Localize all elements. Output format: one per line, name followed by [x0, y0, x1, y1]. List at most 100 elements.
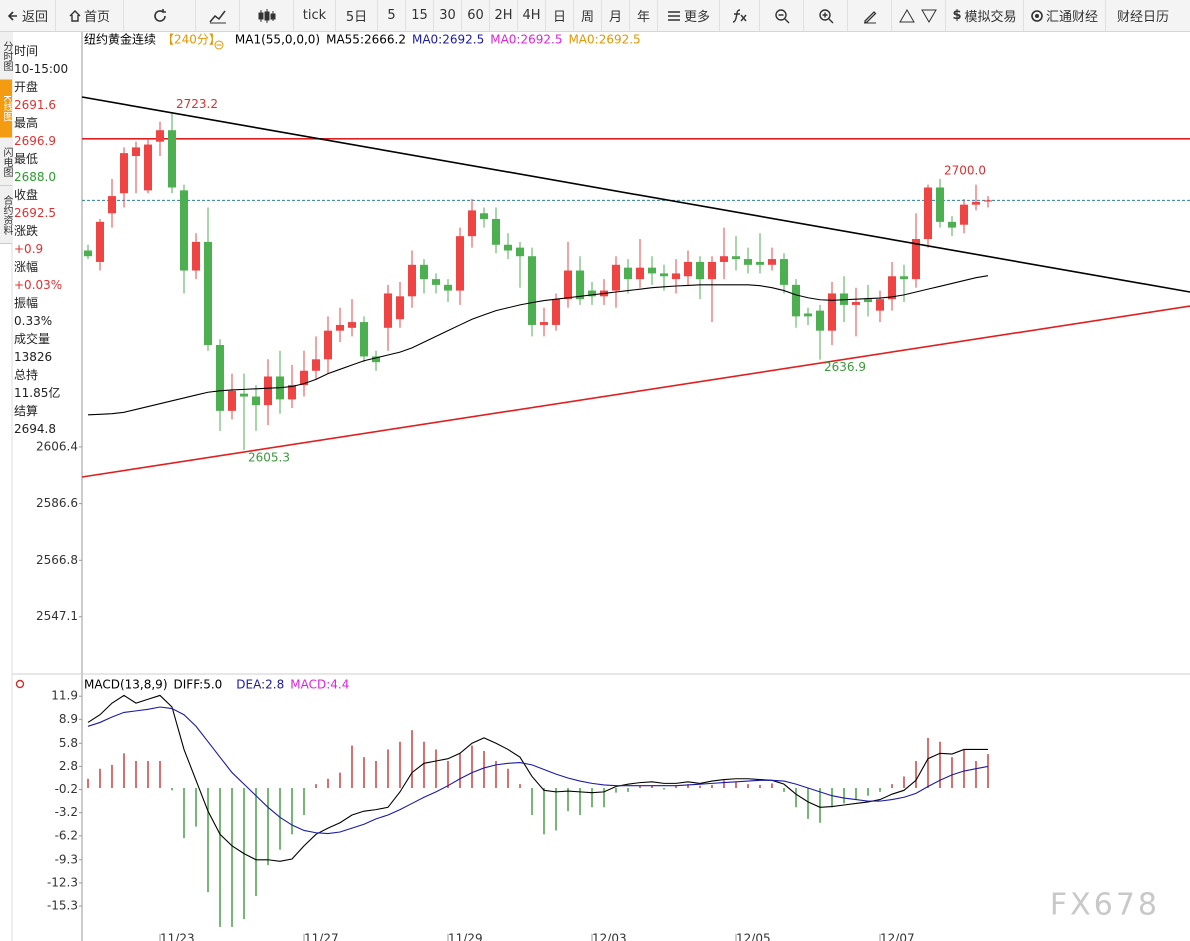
price-annotation: 2636.9 [824, 360, 866, 374]
minus-icon[interactable] [214, 40, 224, 50]
candle-body [288, 385, 296, 400]
candle-body [960, 204, 968, 225]
legend-item: 纽约黄金连续 [84, 32, 156, 47]
label: 汇通财经 [1045, 10, 1098, 25]
candle-button[interactable] [240, 0, 294, 31]
candle-body [780, 259, 788, 285]
draw-button[interactable] [848, 0, 892, 31]
candle-body [216, 344, 224, 411]
fx678-button[interactable]: 汇通财经 [1024, 0, 1106, 31]
legend-item: MACD:4.4 [290, 678, 349, 692]
candle-body [732, 256, 740, 260]
label: 财经日历 [1116, 10, 1169, 25]
period[interactable]: 月 [602, 0, 630, 31]
x-tick-label: 11/29 [448, 932, 483, 941]
chart-type-button[interactable] [196, 0, 240, 31]
candle-body [708, 261, 716, 280]
price-annotation: 2700.0 [944, 163, 986, 177]
tab-active[interactable]: K线图 [0, 80, 12, 138]
y-tick-label: -9.3 [55, 852, 78, 866]
macd-line [87, 706, 989, 835]
toolbar: 返回 首页 tick 5日 5 15 30 60 2H 4H 日 周 月 年 更… [0, 0, 1190, 32]
more-button[interactable]: 更多 [658, 0, 720, 31]
label: 2H [494, 8, 513, 23]
info-value: +0.9 [14, 242, 44, 256]
period[interactable]: 15 [406, 0, 434, 31]
candle-body [408, 264, 416, 297]
info-label: 涨幅 [14, 260, 39, 274]
formula-button[interactable] [720, 0, 760, 31]
candle-body [840, 293, 848, 305]
y-tick-label: -0.2 [55, 782, 78, 796]
dollar-icon: $ [952, 8, 962, 23]
candle-body [480, 213, 488, 219]
calendar-button[interactable]: 财经日历 [1106, 0, 1180, 31]
info-label: 开盘 [14, 80, 39, 94]
tab[interactable]: 分时图 [0, 32, 12, 80]
info-value: 2694.8 [14, 422, 56, 436]
period[interactable]: 2H [490, 0, 518, 31]
sim-trade-button[interactable]: $ 模拟交易 [946, 0, 1024, 31]
candle-body [828, 293, 836, 331]
period[interactable]: 日 [546, 0, 574, 31]
candle-body [912, 239, 920, 280]
candle-body [900, 276, 908, 280]
legend-item: MA0:2692.5 [412, 33, 484, 47]
label: 更多 [683, 10, 710, 25]
legend-item: MA1(55,0,0,0) [235, 33, 320, 47]
zoom-in-button[interactable] [804, 0, 848, 31]
candle-body [804, 313, 812, 317]
period[interactable]: 年 [630, 0, 658, 31]
candle-body [972, 201, 980, 205]
candle-body [672, 273, 680, 280]
shape-button[interactable] [892, 0, 946, 31]
y-tick-label: 11.9 [51, 689, 78, 703]
candle-body [300, 370, 308, 386]
trend-line [81, 305, 1190, 478]
tab[interactable]: 闪电图 [0, 138, 12, 186]
x-tick-label: 12/07 [880, 932, 915, 941]
label: 日 [552, 10, 566, 25]
candle-body [240, 393, 248, 397]
side-tabs: 分时图 K线图 闪电图 合约资料 [0, 32, 12, 244]
period[interactable]: 30 [434, 0, 462, 31]
period[interactable]: 4H [518, 0, 546, 31]
candle-body [924, 187, 932, 240]
candle-body [444, 284, 452, 291]
back-button[interactable]: 返回 [0, 0, 56, 31]
candle-body [108, 196, 116, 214]
candle-body [564, 270, 572, 300]
zoom-out-button[interactable] [760, 0, 804, 31]
candle-body [384, 293, 392, 328]
y-tick-label: 8.9 [59, 712, 78, 726]
info-value: 2688.0 [14, 170, 56, 184]
candle-body [168, 130, 176, 188]
period[interactable]: 60 [462, 0, 490, 31]
period[interactable]: 5 [378, 0, 406, 31]
tab[interactable]: 合约资料 [0, 186, 12, 244]
info-panel: 时间 10-15:00 开盘 2691.6 最高 2696.9 最低 2688.0 收盘 2692… [14, 42, 80, 438]
period-tick[interactable]: tick [294, 0, 336, 31]
x-tick-label: 11/27 [304, 932, 339, 941]
refresh-button[interactable] [124, 0, 196, 31]
y-tick-label: 5.8 [59, 736, 78, 750]
candle-body [624, 267, 632, 280]
legend-item: 【240分】 [162, 33, 221, 47]
candle-body [888, 276, 896, 300]
candle-body [636, 267, 644, 280]
x-tick-label: 11/23 [160, 932, 195, 941]
candle-body [372, 356, 380, 363]
legend-item: MA55:2666.2 [326, 33, 406, 47]
label: 模拟交易 [964, 10, 1017, 25]
macd-line [87, 694, 988, 862]
info-value: 10-15:00 [14, 62, 69, 76]
settings-icon[interactable] [15, 679, 25, 689]
candle-body [696, 261, 704, 280]
period[interactable]: 周 [574, 0, 602, 31]
period[interactable]: 5日 [336, 0, 378, 31]
candle-body [156, 130, 164, 142]
home-button[interactable]: 首页 [56, 0, 124, 31]
info-label: 最低 [14, 152, 39, 166]
candle-body [588, 290, 596, 297]
